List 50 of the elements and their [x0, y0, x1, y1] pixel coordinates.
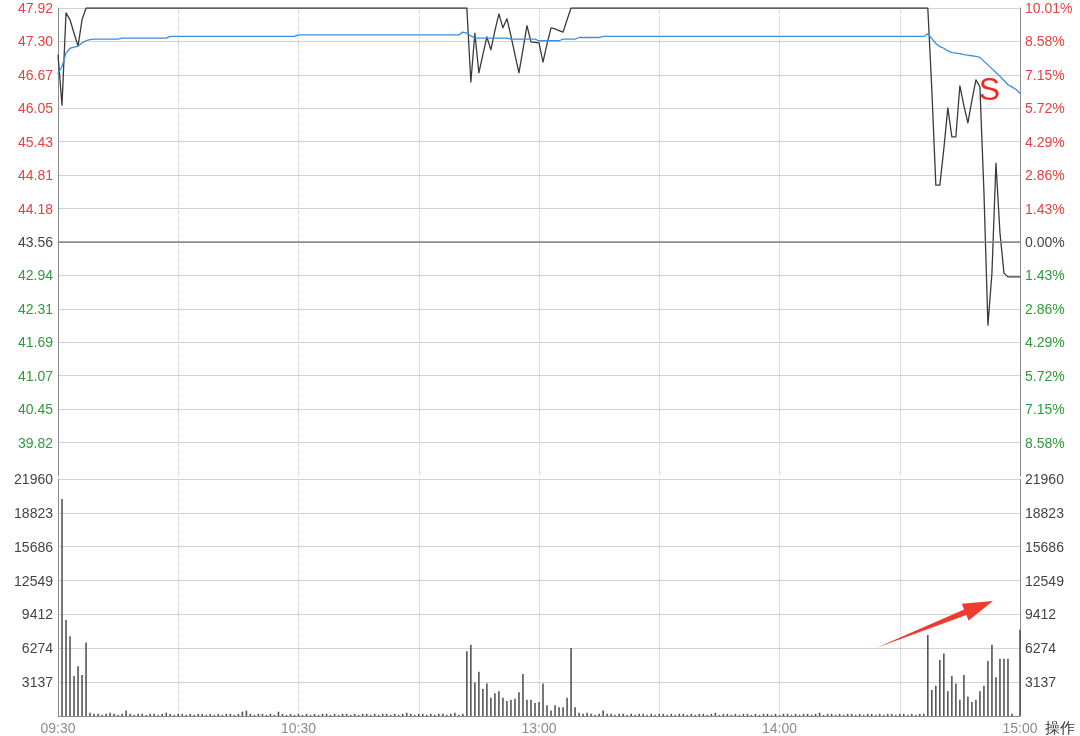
y-tick-label: 9412: [21, 606, 54, 623]
y2-tick-label: 1.43%: [1025, 267, 1065, 284]
y2-tick-label: 21960: [1025, 471, 1065, 487]
y2-tick-label: 7.15%: [1025, 66, 1065, 83]
y2-tick-label: 15686: [1025, 538, 1065, 555]
y-tick-label: 15686: [14, 538, 54, 555]
y2-tick-label: 12549: [1025, 572, 1065, 589]
y-tick-label: 39.82: [17, 434, 54, 451]
x-tick-label: 10:30: [280, 720, 317, 736]
y-tick-label: 42.31: [17, 301, 54, 318]
y2-tick-label: 10.01%: [1025, 0, 1073, 16]
x-tick-label: 15:00: [1002, 720, 1038, 736]
y-tick-label: 18823: [14, 504, 54, 521]
y-tick-label: 40.45: [17, 400, 54, 417]
y2-tick-label: 0.00%: [1025, 234, 1065, 250]
line-series: [57, 7, 1021, 326]
y-tick-label: 21960: [14, 471, 54, 487]
y-tick-label: 6274: [21, 640, 54, 657]
y2-tick-label: 8.58%: [1025, 33, 1065, 50]
y-tick-label: 12549: [14, 572, 54, 589]
y2-tick-label: 9412: [1025, 606, 1057, 623]
y2-tick-label: 7.15%: [1025, 401, 1065, 418]
y2-tick-label: 4.29%: [1025, 334, 1065, 351]
y-tick-label: 47.30: [17, 33, 54, 50]
y-tick-label: 47.92: [17, 0, 54, 16]
y2-tick-label: 2.86%: [1025, 167, 1065, 184]
y-tick-label: 46.05: [17, 100, 54, 117]
y-tick-label: 41.07: [17, 367, 54, 384]
y2-tick-label: 5.72%: [1025, 100, 1065, 117]
y2-tick-label: 1.43%: [1025, 200, 1065, 217]
y2-tick-label: 6274: [1025, 640, 1057, 657]
y2-tick-label: 2.86%: [1025, 300, 1065, 317]
y2-tick-label: 18823: [1025, 504, 1065, 521]
x-tick-label: 13:00: [521, 720, 557, 736]
y-tick-label: 44.81: [17, 166, 54, 183]
y-tick-label: 3137: [21, 674, 54, 691]
y-tick-label: 44.18: [17, 200, 54, 217]
y-tick-label: 45.43: [17, 133, 54, 150]
x-tick-label: 14:00: [761, 720, 798, 736]
text: 操作: [1045, 719, 1075, 736]
y-tick-label: 46.67: [17, 67, 54, 84]
x-tick-label: 09:30: [40, 720, 76, 736]
y2-tick-label: 3137: [1025, 674, 1057, 691]
annotation: S: [978, 71, 1000, 107]
y2-tick-label: 8.58%: [1025, 434, 1065, 451]
y-tick-label: 41.69: [17, 334, 54, 351]
y-tick-label: 42.94: [17, 267, 54, 284]
y-tick-label: 43.56: [17, 234, 54, 250]
y2-tick-label: 5.72%: [1025, 367, 1065, 384]
y2-tick-label: 4.29%: [1025, 133, 1065, 150]
